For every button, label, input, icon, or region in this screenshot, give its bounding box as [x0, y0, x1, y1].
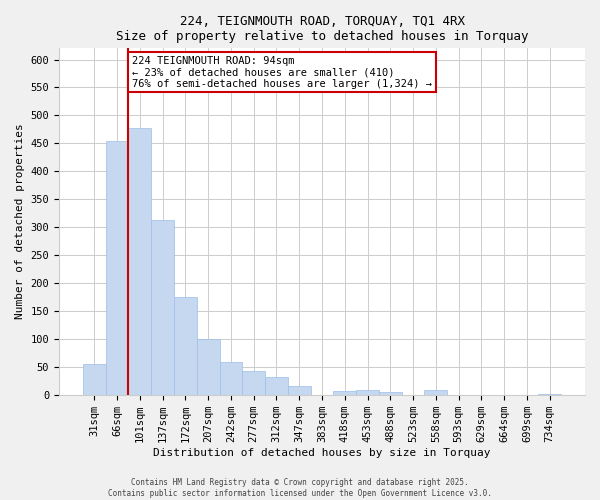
Bar — [356, 390, 379, 394]
Bar — [220, 362, 242, 394]
Bar — [242, 372, 265, 394]
Bar — [151, 220, 174, 394]
Bar — [128, 128, 151, 394]
Bar — [83, 364, 106, 394]
Bar — [106, 140, 128, 394]
X-axis label: Distribution of detached houses by size in Torquay: Distribution of detached houses by size … — [153, 448, 491, 458]
Bar — [334, 392, 356, 394]
Title: 224, TEIGNMOUTH ROAD, TORQUAY, TQ1 4RX
Size of property relative to detached hou: 224, TEIGNMOUTH ROAD, TORQUAY, TQ1 4RX S… — [116, 15, 528, 43]
Bar — [288, 386, 311, 394]
Bar — [265, 378, 288, 394]
Text: Contains HM Land Registry data © Crown copyright and database right 2025.
Contai: Contains HM Land Registry data © Crown c… — [108, 478, 492, 498]
Y-axis label: Number of detached properties: Number of detached properties — [15, 124, 25, 320]
Bar — [379, 392, 402, 394]
Text: 224 TEIGNMOUTH ROAD: 94sqm
← 23% of detached houses are smaller (410)
76% of sem: 224 TEIGNMOUTH ROAD: 94sqm ← 23% of deta… — [132, 56, 432, 89]
Bar — [424, 390, 447, 394]
Bar — [197, 339, 220, 394]
Bar — [174, 297, 197, 394]
